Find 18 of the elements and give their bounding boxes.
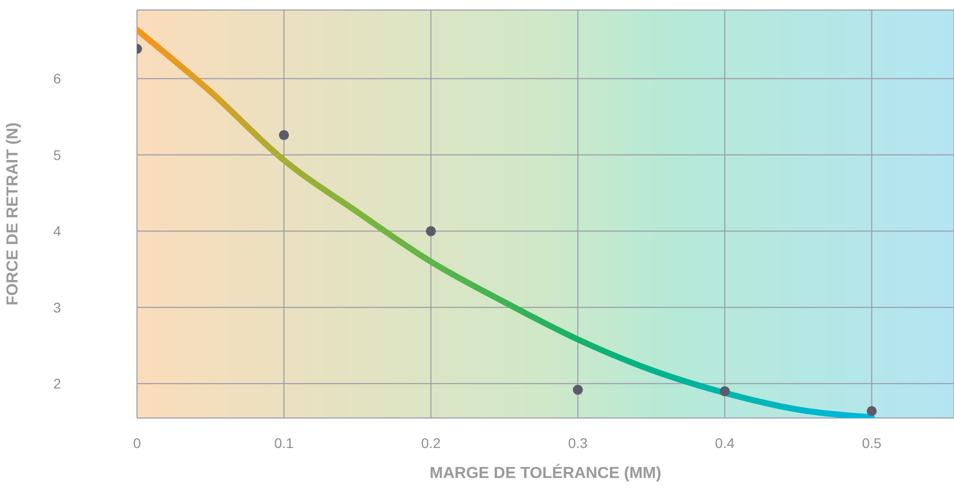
x-tick-label: 0.4 xyxy=(715,434,735,451)
x-axis-title: MARGE DE TOLÉRANCE (MM) xyxy=(430,463,662,482)
y-tick-label: 6 xyxy=(53,70,62,87)
point xyxy=(866,406,877,416)
y-tick-label: 4 xyxy=(53,223,62,240)
y-tick-label: 5 xyxy=(53,146,62,163)
y-tick-label: 2 xyxy=(53,376,62,392)
point xyxy=(720,386,730,396)
point xyxy=(278,130,289,140)
x-tick-label: 0.1 xyxy=(274,434,294,451)
y-axis-title: FORCE DE RETRAIT (N) xyxy=(4,122,22,306)
x-tick-label: 0.5 xyxy=(862,434,882,451)
point xyxy=(572,384,583,395)
y-tick-label: 3 xyxy=(53,299,62,316)
x-tick-label: 0.2 xyxy=(421,434,441,451)
x-tick-label: 0 xyxy=(133,434,142,451)
point xyxy=(426,226,436,236)
x-tick-label: 0.3 xyxy=(568,434,588,451)
